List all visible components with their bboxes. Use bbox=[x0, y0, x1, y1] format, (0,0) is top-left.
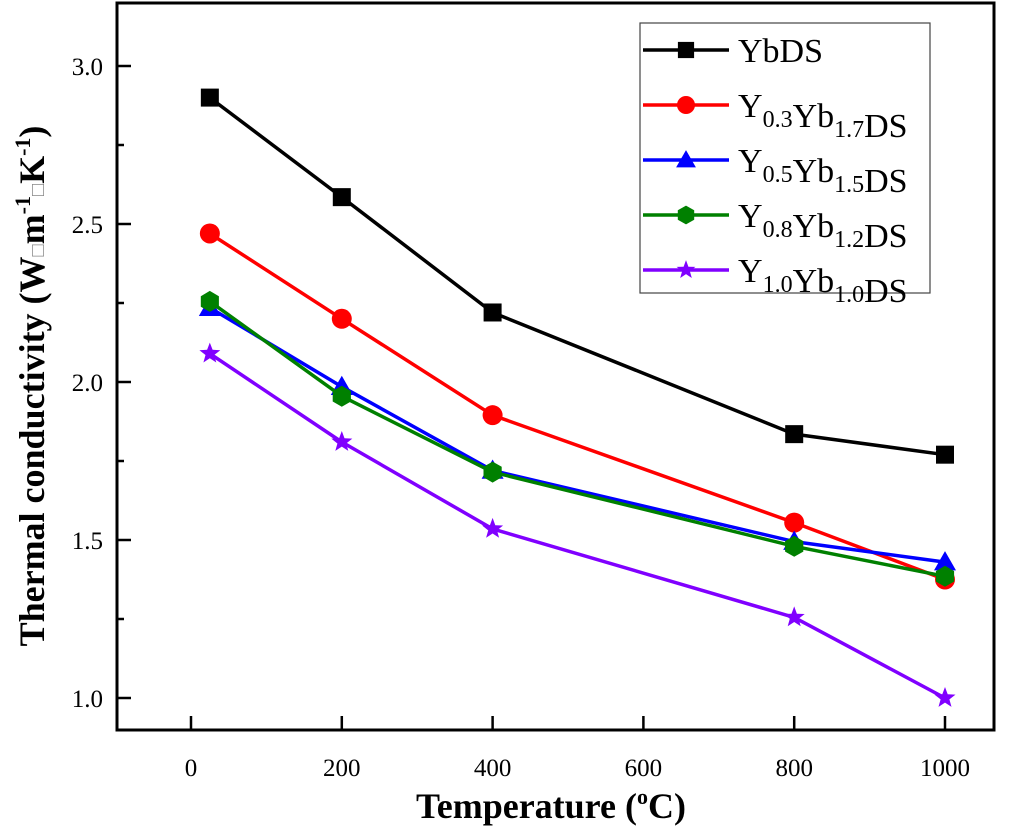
y-tick-label: 1.0 bbox=[72, 686, 103, 713]
data-point-triangle bbox=[934, 551, 956, 571]
data-point-star bbox=[331, 431, 353, 451]
data-point-hexagon bbox=[200, 290, 219, 312]
legend-marker-square bbox=[677, 41, 695, 59]
legend-label: Y0.3Yb1.7DS bbox=[738, 88, 908, 145]
legend-marker-triangle bbox=[676, 150, 696, 168]
data-point-circle bbox=[784, 512, 805, 533]
data-point-hexagon bbox=[332, 385, 351, 407]
x-tick-label: 400 bbox=[474, 755, 512, 782]
data-point-square bbox=[332, 188, 351, 207]
data-point-square bbox=[936, 445, 954, 464]
legend-label: Y0.8Yb1.2DS bbox=[738, 198, 908, 255]
legend-item: YbDS bbox=[643, 33, 823, 70]
y-tick-label: 2.5 bbox=[72, 212, 103, 239]
series-y1-0yb1-0ds bbox=[199, 342, 956, 707]
x-axis-title: Temperature (oC) bbox=[416, 784, 686, 826]
legend-marker-hexagon bbox=[677, 205, 695, 225]
plot-frame bbox=[115, 1, 996, 732]
legend-item: Y1.0Yb1.0DS bbox=[643, 253, 908, 310]
y-axis-ticks: 1.0 1.5 2.0 2.5 3.0 bbox=[72, 54, 131, 713]
data-point-star bbox=[482, 517, 504, 538]
legend-item: Y0.5Yb1.5DS bbox=[643, 143, 908, 200]
series-line bbox=[208, 352, 946, 700]
legend-item: Y0.8Yb1.2DS bbox=[643, 198, 908, 255]
x-axis-ticks: 0 200 400 600 800 1000 bbox=[185, 716, 970, 782]
legend-label: Y1.0Yb1.0DS bbox=[738, 253, 908, 310]
data-point-hexagon bbox=[785, 535, 804, 557]
y-axis-title: Thermal conductivity (W□m-1□K-1) bbox=[10, 126, 52, 647]
x-tick-label: 0 bbox=[185, 755, 198, 782]
x-tick-label: 800 bbox=[775, 755, 813, 782]
legend-label: YbDS bbox=[738, 33, 823, 70]
legend-label: Y0.5Yb1.5DS bbox=[738, 143, 908, 200]
data-point-star bbox=[199, 342, 221, 363]
legend-marker-circle bbox=[677, 96, 695, 114]
data-point-star bbox=[783, 606, 805, 627]
data-point-square bbox=[785, 425, 804, 444]
series-y0-5yb1-5ds bbox=[198, 296, 956, 571]
x-tick-label: 200 bbox=[323, 755, 361, 782]
x-tick-label: 1000 bbox=[920, 755, 970, 782]
data-point-hexagon bbox=[483, 461, 502, 483]
data-point-circle bbox=[331, 308, 352, 329]
y-tick-label: 2.0 bbox=[72, 370, 103, 397]
y-tick-label: 1.5 bbox=[72, 528, 103, 555]
x-tick-label: 600 bbox=[625, 755, 663, 782]
data-point-circle bbox=[482, 405, 503, 426]
legend-marker-star bbox=[676, 260, 696, 278]
data-point-square bbox=[200, 88, 219, 107]
series-layer bbox=[198, 88, 956, 707]
data-point-hexagon bbox=[935, 565, 955, 587]
series-ybds bbox=[200, 88, 954, 464]
data-point-circle bbox=[199, 223, 220, 244]
y-tick-label: 3.0 bbox=[72, 54, 103, 81]
data-point-square bbox=[483, 303, 502, 322]
series-y0-8yb1-2ds bbox=[200, 290, 955, 587]
data-point-star bbox=[934, 687, 956, 707]
legend: YbDS Y0.3Yb1.7DSY0.5Yb1.5DSY0.8Yb1.2DSY1.… bbox=[639, 22, 931, 310]
legend-item: Y0.3Yb1.7DS bbox=[643, 88, 908, 145]
